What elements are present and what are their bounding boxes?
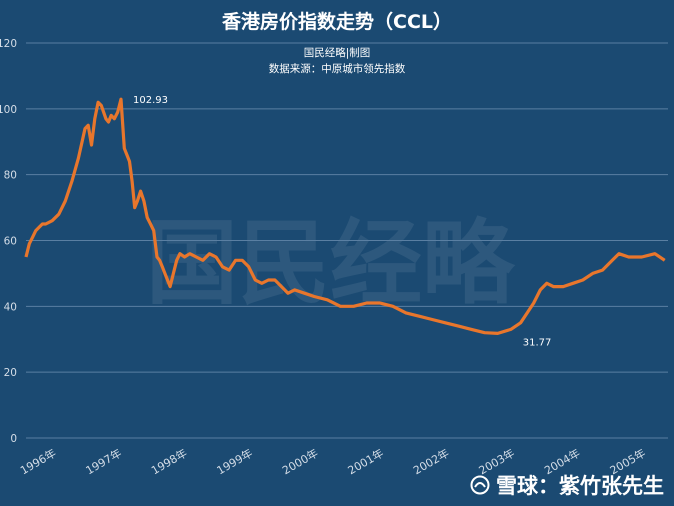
x-tick-label: 1999年 [214,446,255,478]
y-tick-label: 100 [0,104,17,116]
data-label-trough: 31.77 [523,337,552,348]
series-line-ccl [24,97,666,335]
x-tick-label: 1998年 [149,446,190,478]
x-tick-label: 2002年 [411,446,452,478]
subtitle-line-2: 数据来源：中原城市领先指数 [269,62,406,75]
y-tick-label: 0 [10,433,17,445]
y-tick-label: 120 [0,38,17,50]
x-tick-label: 2000年 [280,446,321,478]
y-axis-ticks: 0 20 40 60 80 100 120 [0,38,17,445]
subtitle-line-1: 国民经略|制图 [304,46,371,59]
y-tick-label: 20 [4,367,17,379]
y-tick-label: 60 [4,236,17,248]
chart-title: 香港房价指数走势（CCL） [221,10,452,33]
x-tick-label: 1997年 [83,446,124,478]
data-label-peak: 102.93 [133,95,168,106]
snowball-logo-icon [470,475,490,495]
brand-watermark: 雪球：紫竹张先生 [470,470,664,500]
x-tick-label: 1996年 [18,446,59,478]
brand-text: 雪球：紫竹张先生 [496,474,664,498]
annotations: 102.93 31.77 [133,95,551,348]
watermark-text: 国民经略 [146,209,516,317]
y-tick-label: 80 [4,170,17,182]
x-tick-label: 2001年 [345,446,386,478]
y-tick-label: 40 [4,301,17,313]
